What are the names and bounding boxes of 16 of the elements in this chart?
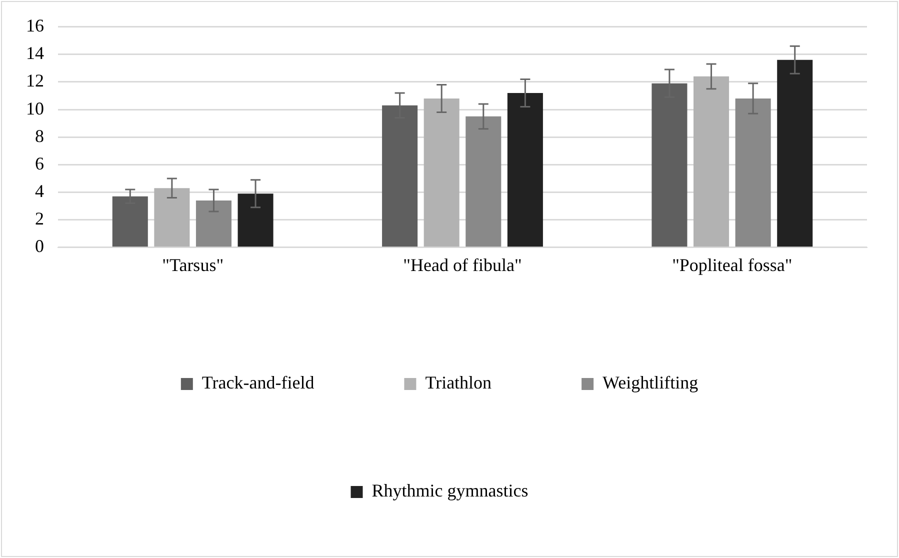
- y-tick-label: 16: [26, 16, 44, 36]
- y-tick-label: 4: [35, 180, 44, 201]
- y-tick-label: 14: [26, 43, 44, 64]
- y-tick-label: 10: [26, 98, 44, 118]
- legend-label: Rhythmic gymnastics: [372, 480, 528, 501]
- y-tick-label: 12: [26, 70, 44, 91]
- x-tick-label: "Head of fibula": [403, 254, 522, 275]
- x-tick-label: "Popliteal fossa": [672, 254, 792, 275]
- legend-label: Weightlifting: [602, 372, 698, 393]
- legend-label: Triathlon: [425, 372, 492, 393]
- y-tick-label: 2: [35, 208, 44, 229]
- y-tick-label: 6: [35, 153, 44, 174]
- x-tick-label: "Tarsus": [162, 254, 224, 275]
- y-tick-label: 8: [35, 126, 44, 146]
- legend-label: Track-and-field: [202, 372, 314, 393]
- y-tick-label: 0: [35, 236, 44, 256]
